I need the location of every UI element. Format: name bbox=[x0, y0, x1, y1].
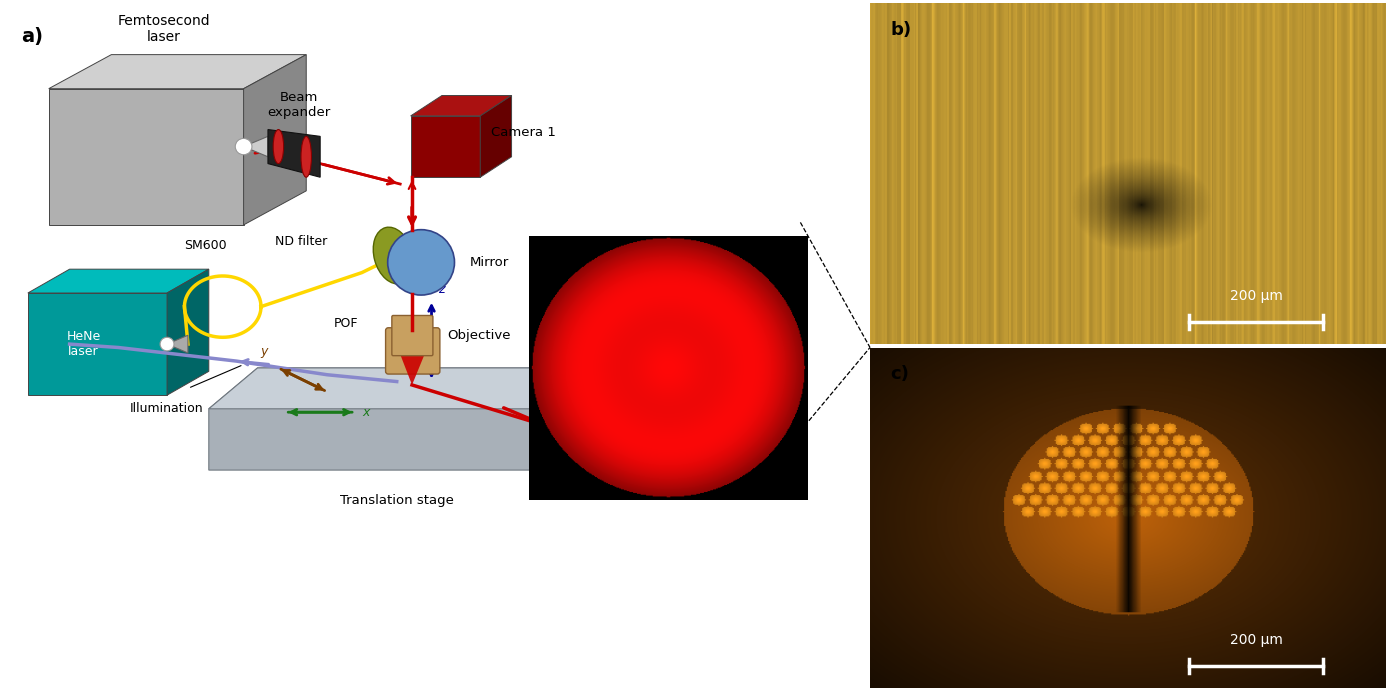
Polygon shape bbox=[209, 368, 606, 470]
Polygon shape bbox=[480, 95, 512, 177]
Text: Lens: Lens bbox=[544, 372, 576, 385]
Text: Femtosecond
laser: Femtosecond laser bbox=[117, 14, 210, 44]
FancyBboxPatch shape bbox=[393, 316, 433, 356]
Polygon shape bbox=[28, 293, 167, 395]
Text: Illumination: Illumination bbox=[131, 402, 203, 415]
Polygon shape bbox=[244, 55, 306, 225]
Text: x: x bbox=[362, 406, 369, 418]
FancyBboxPatch shape bbox=[386, 328, 440, 374]
Text: ND filter: ND filter bbox=[274, 236, 327, 248]
Polygon shape bbox=[244, 136, 267, 157]
Polygon shape bbox=[401, 354, 425, 385]
Polygon shape bbox=[167, 335, 188, 353]
Polygon shape bbox=[49, 89, 244, 225]
Text: SM600: SM600 bbox=[184, 239, 227, 252]
Text: 200 μm: 200 μm bbox=[1231, 633, 1282, 647]
Ellipse shape bbox=[301, 136, 312, 177]
Ellipse shape bbox=[373, 227, 413, 284]
Circle shape bbox=[387, 229, 454, 295]
Text: Objective: Objective bbox=[447, 329, 511, 343]
Text: Beam
expander: Beam expander bbox=[267, 91, 331, 120]
Polygon shape bbox=[592, 395, 692, 416]
Text: HeNe
laser: HeNe laser bbox=[67, 330, 100, 358]
Text: c): c) bbox=[891, 364, 909, 382]
Text: b): b) bbox=[891, 21, 912, 38]
Text: Camera 1: Camera 1 bbox=[490, 126, 555, 140]
Polygon shape bbox=[167, 269, 209, 395]
Circle shape bbox=[235, 138, 252, 155]
Text: Camera 2: Camera 2 bbox=[611, 440, 677, 452]
Text: 200 μm: 200 μm bbox=[1231, 289, 1282, 303]
Polygon shape bbox=[411, 95, 512, 116]
Text: POF: POF bbox=[334, 317, 359, 330]
Text: z: z bbox=[438, 284, 445, 296]
Text: Mirror: Mirror bbox=[469, 256, 509, 269]
Ellipse shape bbox=[273, 129, 284, 163]
Polygon shape bbox=[28, 269, 209, 293]
Polygon shape bbox=[49, 55, 306, 89]
Text: y: y bbox=[260, 345, 269, 358]
Text: Translation stage: Translation stage bbox=[340, 494, 454, 507]
Polygon shape bbox=[411, 116, 480, 177]
Polygon shape bbox=[267, 129, 320, 177]
Polygon shape bbox=[592, 416, 661, 477]
Polygon shape bbox=[209, 368, 606, 409]
Polygon shape bbox=[661, 395, 692, 477]
Text: a): a) bbox=[21, 27, 43, 47]
Circle shape bbox=[160, 337, 174, 351]
Ellipse shape bbox=[554, 402, 567, 450]
